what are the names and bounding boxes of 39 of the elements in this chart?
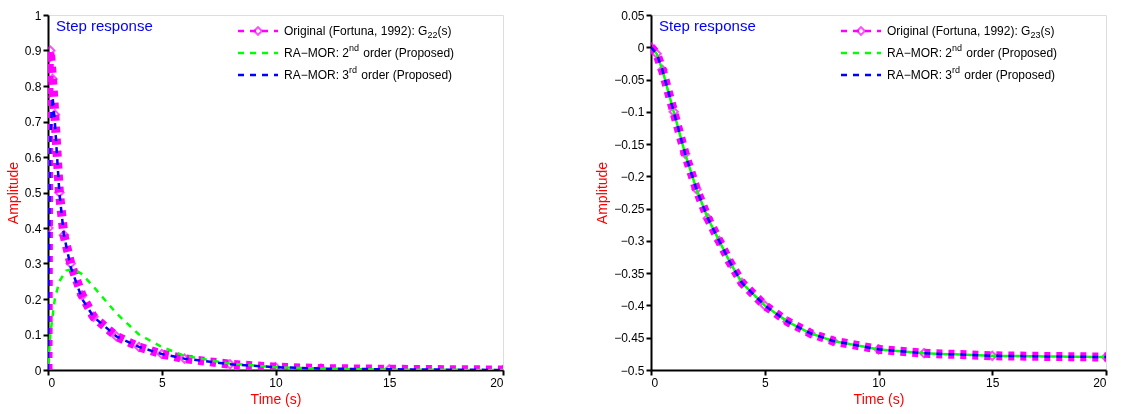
y-tick-label: 0 xyxy=(637,40,645,55)
y-tick-label: 0.2 xyxy=(24,292,42,307)
y-tick-label: −0.5 xyxy=(620,363,645,378)
y-tick-label: −0.25 xyxy=(614,202,645,217)
y-tick-label: −0.15 xyxy=(614,137,645,152)
y-axis-title: Amplitude xyxy=(4,161,21,225)
y-tick-label: 0.05 xyxy=(621,8,645,23)
y-tick-label: 0.5 xyxy=(24,186,42,200)
x-tick-label: 15 xyxy=(383,375,397,390)
y-axis-title: Amplitude xyxy=(594,161,611,225)
x-tick-label: 0 xyxy=(48,375,56,390)
y-tick-label: −0.05 xyxy=(614,73,645,88)
y-tick-label: −0.4 xyxy=(620,298,645,313)
y-tick-label: 0.7 xyxy=(24,115,42,129)
y-tick-label: 1 xyxy=(34,8,42,23)
y-tick-label: 0.8 xyxy=(24,79,42,94)
x-tick-label: 20 xyxy=(490,375,504,390)
x-axis-title: Time (s) xyxy=(853,390,905,407)
x-tick-label: 5 xyxy=(158,375,166,390)
chart-title: Step response xyxy=(659,17,756,34)
y-tick-label: 0 xyxy=(34,363,42,378)
x-tick-label: 10 xyxy=(872,375,886,390)
y-tick-label: −0.2 xyxy=(620,169,645,184)
x-tick-label: 10 xyxy=(269,375,283,390)
x-axis-title: Time (s) xyxy=(250,390,302,407)
y-tick-label: 0.1 xyxy=(24,328,42,342)
y-tick-label: 0.4 xyxy=(24,221,42,236)
x-tick-label: 5 xyxy=(761,375,769,390)
chart-title: Step response xyxy=(56,17,153,34)
y-tick-label: −0.45 xyxy=(614,331,645,346)
y-tick-label: 0.6 xyxy=(24,150,42,165)
y-tick-label: −0.35 xyxy=(614,266,645,281)
y-tick-label: 0.9 xyxy=(24,44,42,58)
y-tick-label: 0.3 xyxy=(24,257,42,271)
x-tick-label: 20 xyxy=(1093,375,1107,390)
x-tick-label: 0 xyxy=(651,375,659,390)
y-tick-label: −0.1 xyxy=(620,105,645,120)
y-tick-label: −0.3 xyxy=(620,234,645,249)
x-tick-label: 15 xyxy=(986,375,1000,390)
